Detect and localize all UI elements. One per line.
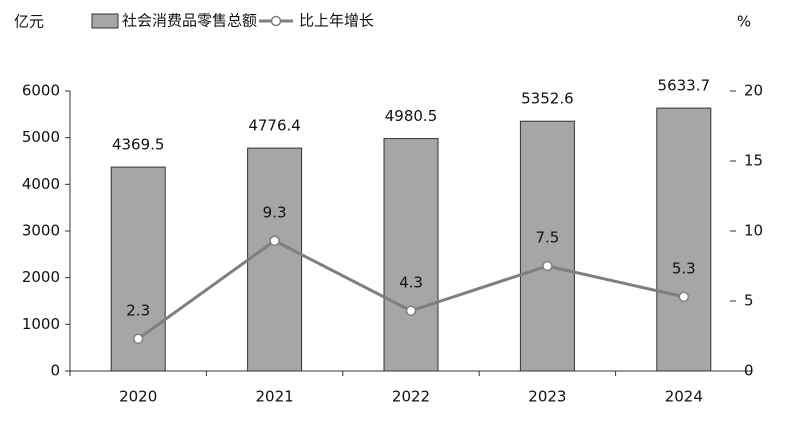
bar	[656, 107, 712, 372]
x-tick-label: 2020	[119, 388, 157, 406]
bar-value-label: 5352.6	[521, 90, 574, 108]
line-value-label: 5.3	[672, 259, 696, 277]
line-value-label: 9.3	[263, 203, 287, 221]
y-tick-label: 0	[50, 362, 60, 380]
line-marker	[542, 260, 553, 272]
y2-tick-label: 10	[744, 222, 763, 240]
x-tick-label: 2022	[392, 388, 430, 406]
line-value-label: 7.5	[535, 229, 559, 247]
x-tick-label: 2024	[665, 388, 703, 406]
y2-tick-label: 5	[744, 292, 754, 310]
y2-tick-label: 20	[744, 82, 763, 100]
bar-value-label: 5633.7	[658, 77, 711, 95]
y-tick-label: 6000	[22, 82, 60, 100]
y2-unit: %	[737, 13, 751, 31]
line-value-label: 2.3	[126, 301, 150, 319]
y2-tick-label: 0	[744, 362, 754, 380]
bar	[519, 120, 575, 372]
legend-label: 比上年增长	[299, 12, 374, 30]
line-marker	[132, 333, 144, 345]
y2-tick-label: 15	[744, 152, 763, 170]
bar-value-label: 4369.5	[112, 136, 165, 154]
legend-swatch	[91, 13, 119, 29]
x-tick-label: 2023	[528, 388, 566, 406]
y-tick-label: 2000	[22, 268, 60, 286]
x-tick-label: 2021	[256, 388, 294, 406]
y-tick-label: 5000	[22, 128, 60, 146]
bar	[383, 138, 439, 372]
y-tick-label: 3000	[22, 222, 60, 240]
bar-value-label: 4776.4	[248, 117, 301, 135]
line-value-label: 4.3	[399, 273, 423, 291]
line-marker	[269, 235, 280, 247]
bar	[247, 147, 303, 372]
line-marker	[678, 291, 690, 303]
legend-marker	[270, 15, 282, 27]
line-marker	[405, 305, 417, 317]
y-tick-label: 4000	[22, 175, 60, 193]
bar-value-label: 4980.5	[385, 107, 438, 125]
y-tick-label: 1000	[22, 315, 60, 333]
y-unit: 亿元	[14, 13, 44, 31]
legend-label: 社会消费品零售总额	[122, 12, 257, 30]
